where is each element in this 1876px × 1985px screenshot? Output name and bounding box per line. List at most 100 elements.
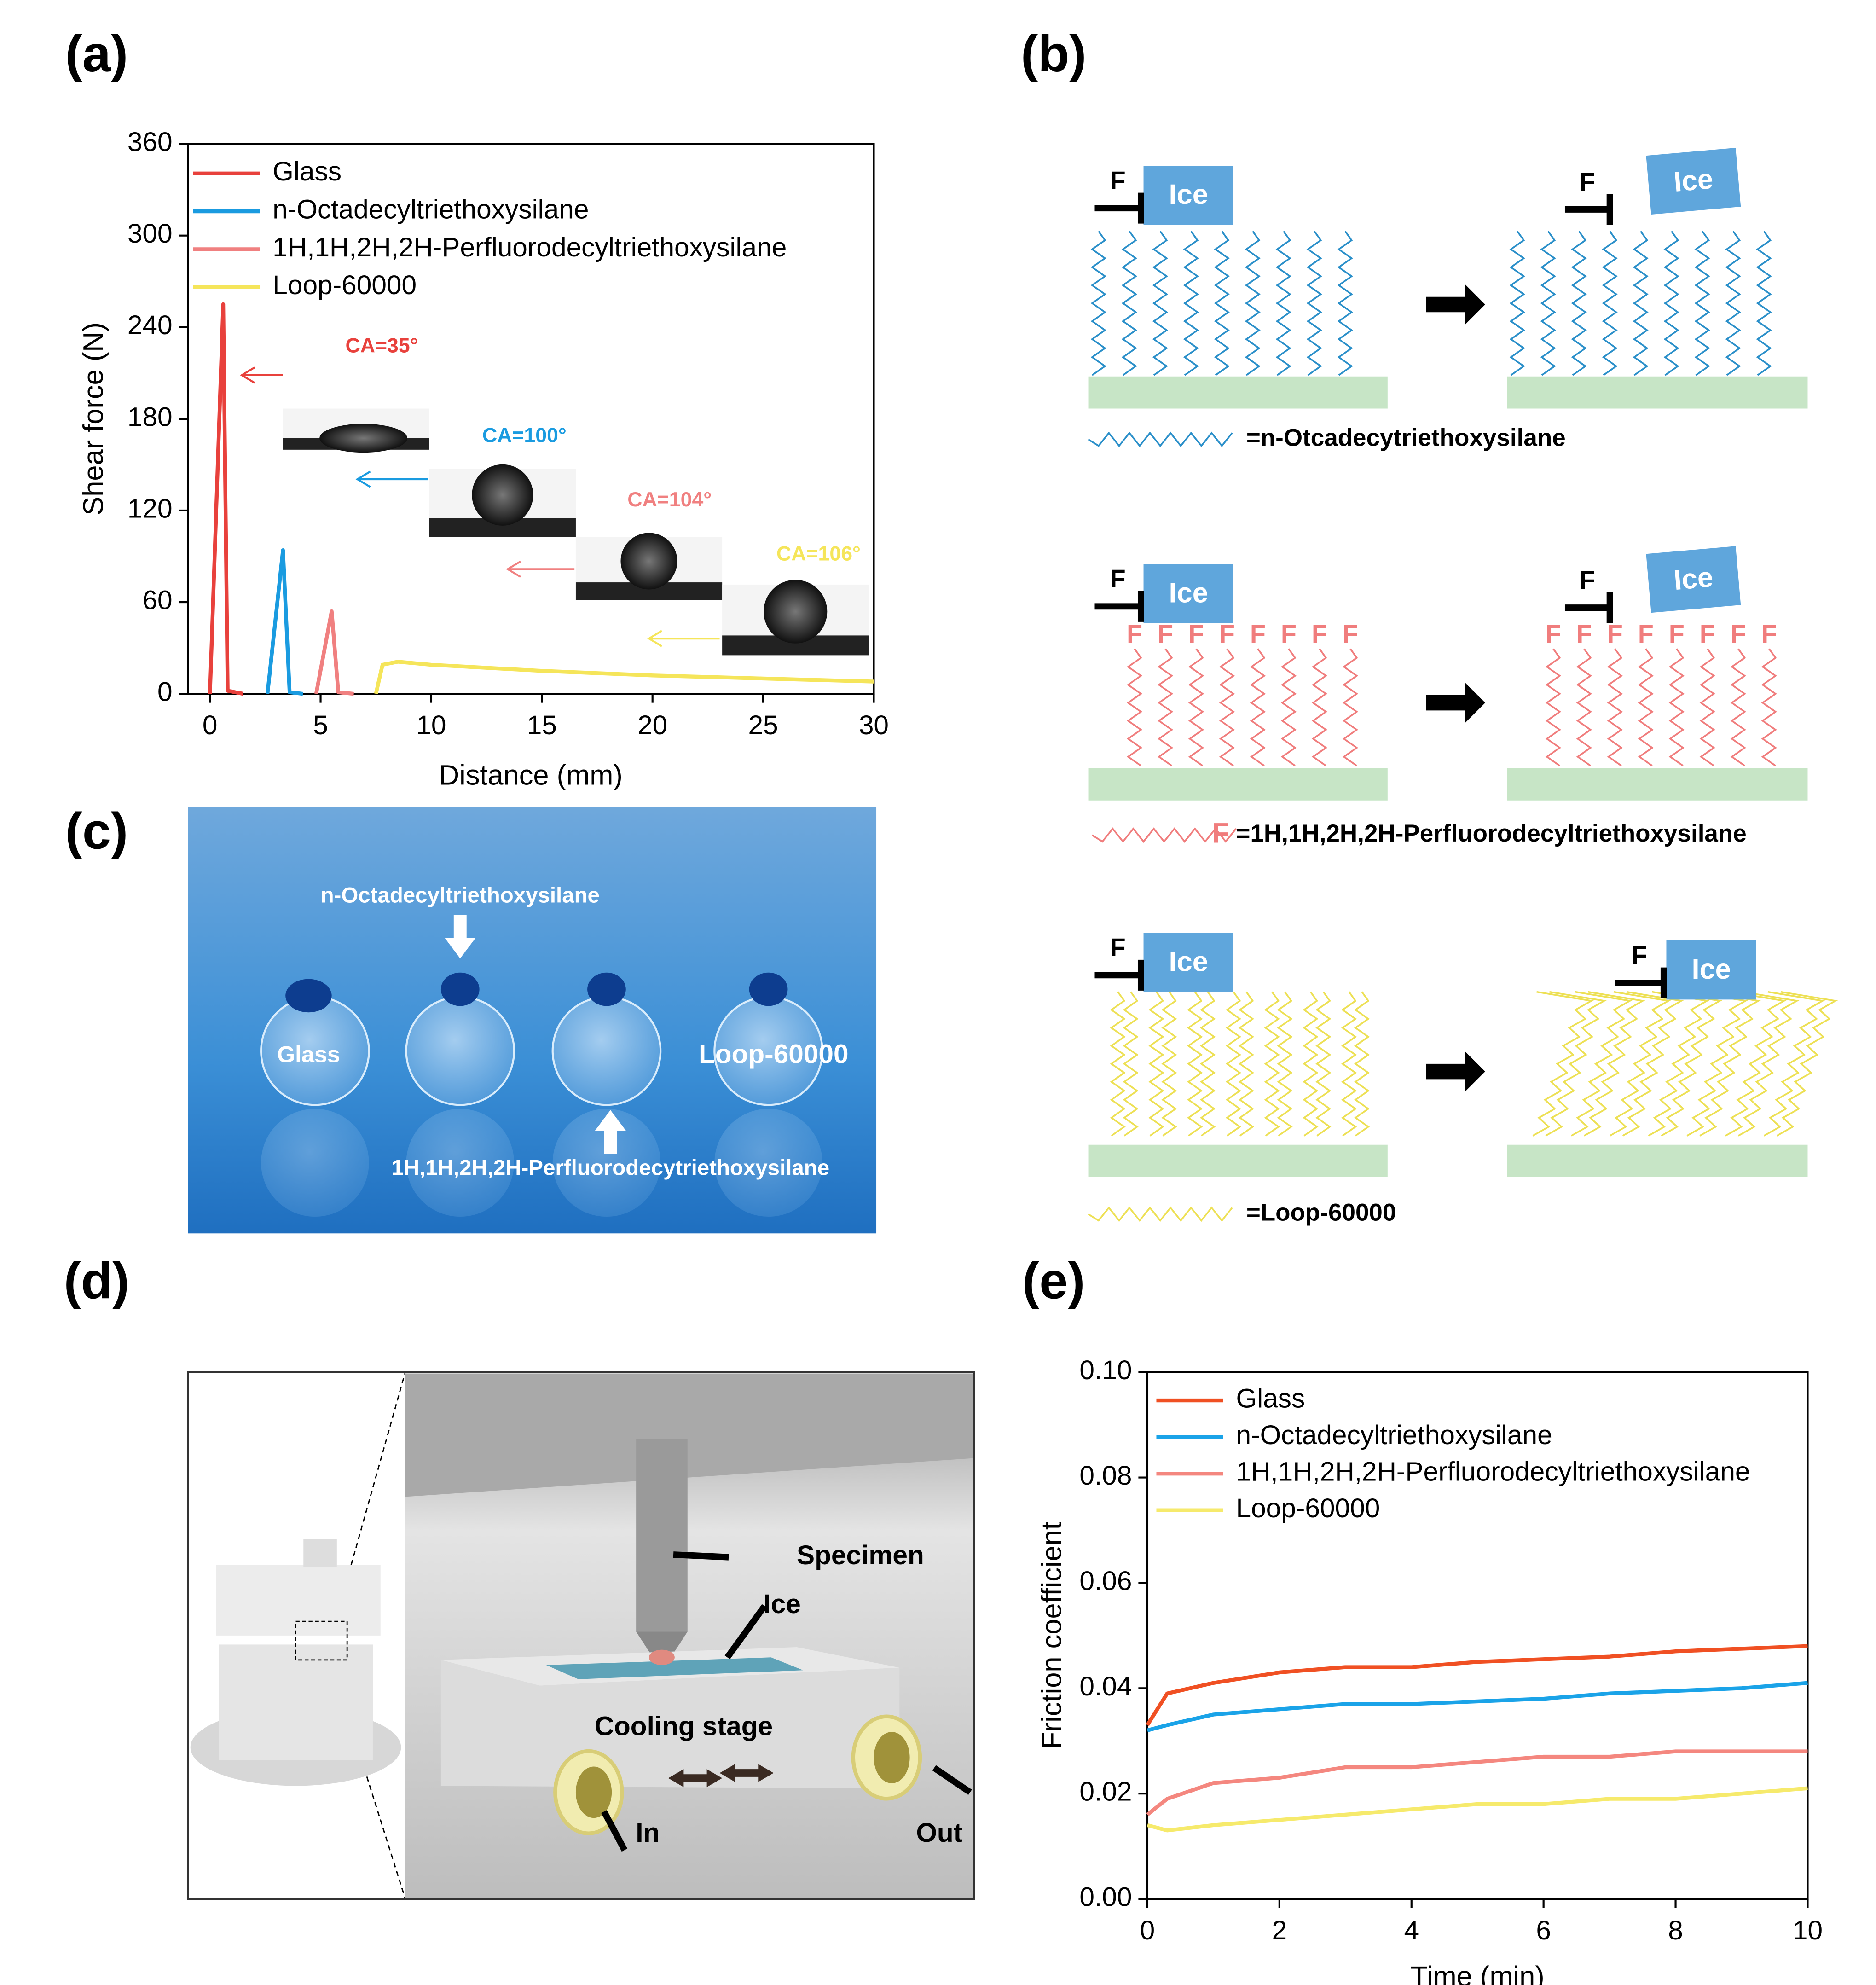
molecule-chain xyxy=(1699,991,1761,1137)
water-droplet xyxy=(285,979,332,1013)
annotation: CA=106° xyxy=(776,542,861,565)
molecule-chain xyxy=(1148,991,1164,1137)
pointer-arrow xyxy=(673,1551,729,1561)
y-tick-label: 0.06 xyxy=(1079,1566,1132,1596)
x-tick-label: 0 xyxy=(203,710,218,740)
force-handle xyxy=(1564,592,1613,623)
sphere-reflection xyxy=(714,1109,822,1217)
molecule-chain xyxy=(1110,991,1126,1137)
molecule-chain xyxy=(1342,648,1359,766)
molecule-chain xyxy=(1584,991,1645,1137)
y-tick-label: 180 xyxy=(127,402,173,432)
fluorine-label: F xyxy=(1219,619,1235,648)
series-line xyxy=(265,548,303,696)
ice-box xyxy=(1143,166,1233,225)
molecule-chain xyxy=(1607,648,1623,766)
molecule-chain xyxy=(1571,991,1633,1137)
pointer-arrow xyxy=(724,1604,767,1660)
force-handle xyxy=(1094,192,1144,224)
stage-front xyxy=(440,1660,900,1788)
y-axis-label: Friction coefficient xyxy=(1036,1522,1067,1749)
molecule-chain xyxy=(1275,231,1291,376)
fluorine-label: F xyxy=(1638,619,1654,648)
fluorine-label: F xyxy=(1546,619,1561,648)
machine-body xyxy=(219,1644,373,1760)
molecule-chain xyxy=(1306,231,1322,376)
x-tick-label: 15 xyxy=(527,710,557,740)
substrate xyxy=(1088,1144,1388,1177)
legend-label: Glass xyxy=(1236,1384,1305,1414)
legend-label: Loop-60000 xyxy=(272,270,417,300)
legend-label: n-Octadecyltriethoxysilane xyxy=(272,195,589,225)
molecule-chain xyxy=(1188,648,1204,766)
ice-block: Ice xyxy=(1646,546,1741,613)
series-line xyxy=(314,609,354,696)
legend-label: Loop-60000 xyxy=(1236,1493,1380,1523)
legend-label: Glass xyxy=(272,157,342,186)
molecule-chain xyxy=(1668,648,1685,766)
x-tick-label: 8 xyxy=(1668,1915,1683,1945)
droplet xyxy=(620,533,677,590)
series-line xyxy=(1146,1786,1808,1833)
panel-label: (a) xyxy=(65,25,128,82)
force-label: F xyxy=(1632,940,1647,969)
x-tick-label: 25 xyxy=(748,710,778,740)
ice-box xyxy=(1143,564,1233,623)
fluorine-label: F xyxy=(1158,619,1173,648)
legend-label: =1H,1H,2H,2H-Perfluorodecyltriethoxysila… xyxy=(1236,820,1746,847)
molecule-chain xyxy=(1761,648,1777,766)
ice-label: Ice xyxy=(1673,163,1714,198)
molecule-chain xyxy=(1341,991,1357,1137)
schematic-label: Ice xyxy=(763,1589,800,1619)
molecule-chain xyxy=(1725,231,1741,376)
ice-block: Ice xyxy=(1143,564,1233,623)
ice-box xyxy=(1646,546,1741,613)
substrate xyxy=(1088,768,1388,801)
fluorine-label: F xyxy=(1731,619,1746,648)
force-label: F xyxy=(1110,166,1126,195)
molecule-chain xyxy=(1121,231,1137,376)
force-label: F xyxy=(1580,565,1595,594)
probe xyxy=(636,1439,688,1632)
legend-label: 1H,1H,2H,2H-Perfluorodecyltriethoxysilan… xyxy=(272,232,787,262)
ice-box xyxy=(1666,940,1756,1000)
molecule-chain xyxy=(1277,991,1293,1137)
molecule-chain xyxy=(1199,991,1216,1137)
process-arrow xyxy=(1426,284,1485,325)
schematic-label: Specimen xyxy=(797,1540,924,1570)
molecule-chain xyxy=(1187,991,1203,1137)
molecule-chain xyxy=(1571,231,1587,376)
x-axis-label: Distance (mm) xyxy=(439,760,623,791)
molecule-chain xyxy=(1730,648,1746,766)
series-line xyxy=(208,302,244,696)
y-tick-label: 360 xyxy=(127,127,173,157)
sphere-reflection xyxy=(406,1109,514,1217)
legend-label: =Loop-60000 xyxy=(1246,1199,1396,1226)
panel-label: (e) xyxy=(1022,1252,1085,1309)
x-tick-label: 0 xyxy=(1140,1915,1155,1945)
y-tick-label: 0.10 xyxy=(1079,1355,1132,1385)
y-tick-label: 0.00 xyxy=(1079,1882,1132,1912)
molecule-chain xyxy=(1225,991,1242,1137)
force-handle xyxy=(1094,591,1144,622)
annotation-arrow xyxy=(355,470,428,488)
sphere xyxy=(551,996,662,1106)
molecule-chain xyxy=(1315,991,1332,1137)
molecule-chain xyxy=(1756,231,1772,376)
process-arrow xyxy=(1426,1051,1485,1092)
molecule-chain xyxy=(1303,991,1319,1137)
fluorine-label: F xyxy=(1212,817,1229,849)
water-droplet xyxy=(749,972,788,1006)
molecule-chain xyxy=(1264,991,1280,1137)
molecule-chain xyxy=(1532,991,1594,1137)
plot-frame xyxy=(1146,1371,1809,1900)
substrate xyxy=(1507,376,1808,409)
fluorine-label: F xyxy=(1343,619,1358,648)
photo-label: Glass xyxy=(277,1041,340,1067)
molecule-chain xyxy=(1250,648,1266,766)
force-handle xyxy=(1094,959,1144,991)
ice-label: Ice xyxy=(1673,561,1714,596)
series-line xyxy=(1146,1749,1808,1817)
y-tick-label: 60 xyxy=(142,586,172,615)
pipe-hole xyxy=(575,1766,612,1818)
